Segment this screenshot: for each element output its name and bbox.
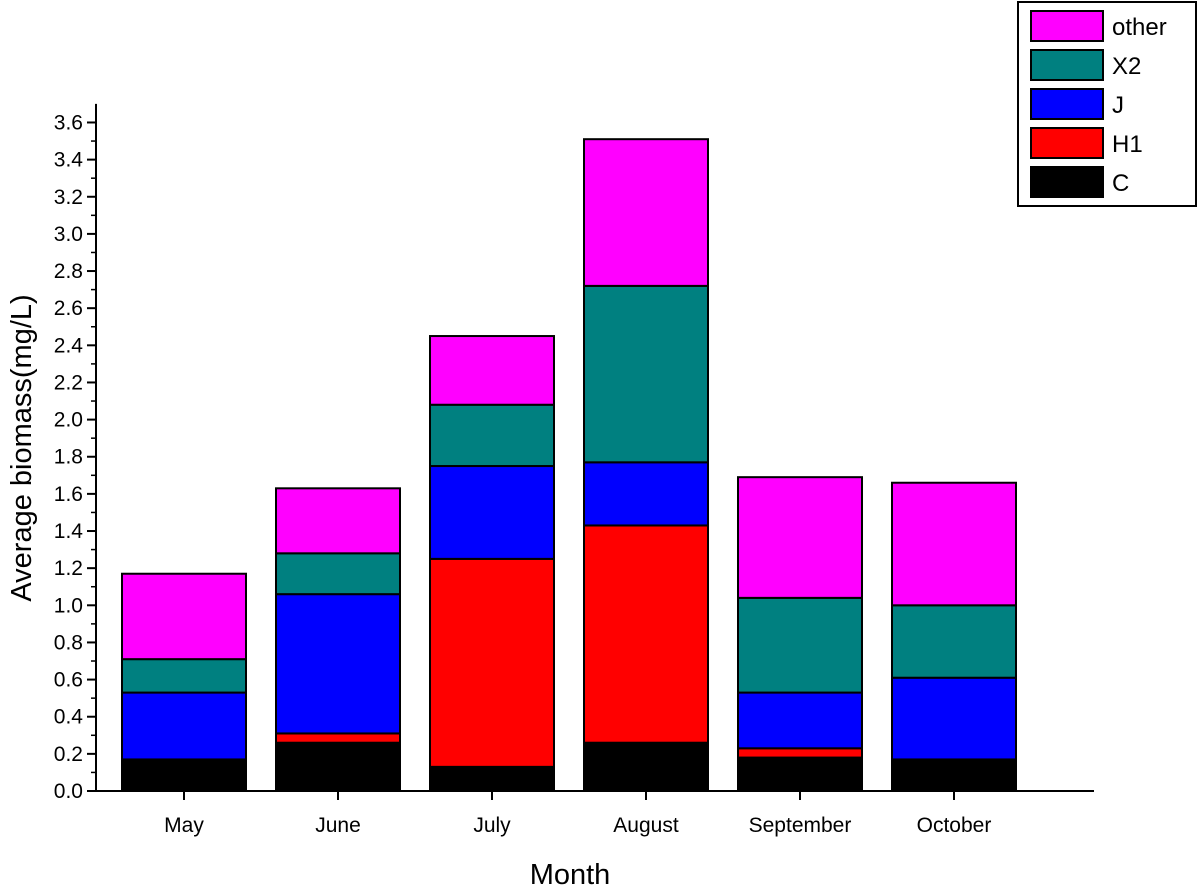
- bar-segment-c-july: [429, 765, 555, 793]
- bars-layer: [121, 138, 1017, 793]
- legend-label-j: J: [1112, 92, 1124, 119]
- bar-segment-j-may: [121, 691, 247, 761]
- y-tick-label: 2.8: [54, 260, 83, 283]
- y-tick-label: 2.2: [54, 371, 83, 394]
- legend-swatch-c: [1030, 166, 1104, 198]
- bar-segment-other-july: [429, 335, 555, 406]
- bar-segment-j-august: [583, 461, 709, 527]
- bar-segment-other-may: [121, 572, 247, 661]
- legend-label-other: other: [1112, 14, 1167, 41]
- bar-segment-other-october: [891, 481, 1017, 607]
- y-axis-title: Average biomass(mg/L): [6, 294, 38, 601]
- bar-segment-x2-june: [275, 552, 401, 596]
- y-tick-label: 0.2: [54, 743, 83, 766]
- x-axis-title: Month: [530, 859, 611, 887]
- bar-segment-j-september: [737, 691, 863, 750]
- bar-segment-x2-may: [121, 658, 247, 694]
- y-axis: 0.0 0.2 0.4 0.6 0.8 1.0 1.2 1.4 1.6 1.8 2.0 2.2 2.4 2…: [54, 103, 97, 803]
- y-tick-label: 3.0: [54, 223, 83, 246]
- y-tick-label: 3.6: [54, 111, 83, 134]
- legend-label-h1: H1: [1112, 131, 1143, 158]
- bar-segment-j-october: [891, 676, 1017, 761]
- legend-label-x2: X2: [1112, 53, 1141, 80]
- x-tick-label: June: [315, 814, 361, 837]
- bar-segment-other-june: [275, 487, 401, 555]
- x-axis: May June July August September October: [96, 790, 1094, 837]
- legend-swatch-other: [1030, 10, 1104, 42]
- legend-swatch-x2: [1030, 49, 1104, 81]
- y-tick-label: 0.6: [54, 669, 83, 692]
- bar-segment-c-may: [121, 758, 247, 793]
- y-tick-label: 1.0: [54, 594, 83, 617]
- legend: other X2 J H1 C: [1017, 1, 1197, 207]
- legend-swatch-j: [1030, 88, 1104, 120]
- bar-segment-x2-september: [737, 596, 863, 694]
- y-tick-label: 2.6: [54, 297, 83, 320]
- y-tick-label: 2.0: [54, 409, 83, 432]
- y-tick-label: 3.2: [54, 186, 83, 209]
- bar-segment-x2-august: [583, 284, 709, 464]
- y-tick-label: 1.6: [54, 483, 83, 506]
- y-tick-label: 1.2: [54, 557, 83, 580]
- bar-segment-x2-july: [429, 403, 555, 468]
- x-tick-label: September: [749, 814, 852, 837]
- bar-segment-j-june: [275, 593, 401, 735]
- bar-segment-c-june: [275, 741, 401, 793]
- bar-segment-j-july: [429, 465, 555, 560]
- legend-swatch-h1: [1030, 127, 1104, 159]
- y-tick-label: 0.8: [54, 631, 83, 654]
- bar-segment-c-september: [737, 756, 863, 792]
- x-tick-label: July: [473, 814, 511, 837]
- bar-segment-c-october: [891, 758, 1017, 793]
- bar-segment-x2-october: [891, 604, 1017, 679]
- bar-segment-h1-june: [275, 732, 401, 744]
- y-tick-label: 1.4: [54, 520, 84, 543]
- y-tick-label: 0.4: [54, 706, 84, 729]
- bar-segment-h1-september: [737, 747, 863, 759]
- x-tick-label: October: [917, 814, 992, 837]
- y-tick-label: 2.4: [54, 334, 84, 357]
- legend-label-c: C: [1112, 170, 1129, 197]
- x-tick-label: August: [613, 814, 679, 837]
- bar-segment-other-august: [583, 138, 709, 287]
- bar-segment-h1-july: [429, 557, 555, 768]
- y-tick-label: 0.0: [54, 780, 83, 803]
- bar-segment-h1-august: [583, 524, 709, 744]
- bar-segment-c-august: [583, 741, 709, 793]
- x-tick-label: May: [164, 814, 204, 837]
- y-tick-label: 1.8: [54, 446, 83, 469]
- y-tick-label: 3.4: [54, 149, 84, 172]
- bar-segment-other-september: [737, 476, 863, 599]
